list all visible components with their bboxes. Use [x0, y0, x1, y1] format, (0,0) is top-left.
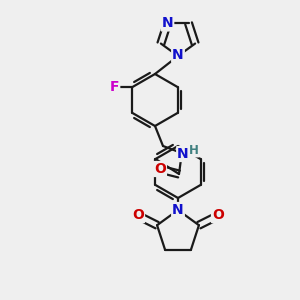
Text: H: H	[189, 143, 199, 157]
Text: N: N	[172, 203, 184, 217]
Text: N: N	[172, 48, 184, 62]
Text: O: O	[132, 208, 144, 222]
Text: N: N	[177, 147, 189, 161]
Text: O: O	[212, 208, 224, 222]
Text: F: F	[110, 80, 119, 94]
Text: O: O	[154, 162, 166, 176]
Text: N: N	[162, 16, 173, 30]
